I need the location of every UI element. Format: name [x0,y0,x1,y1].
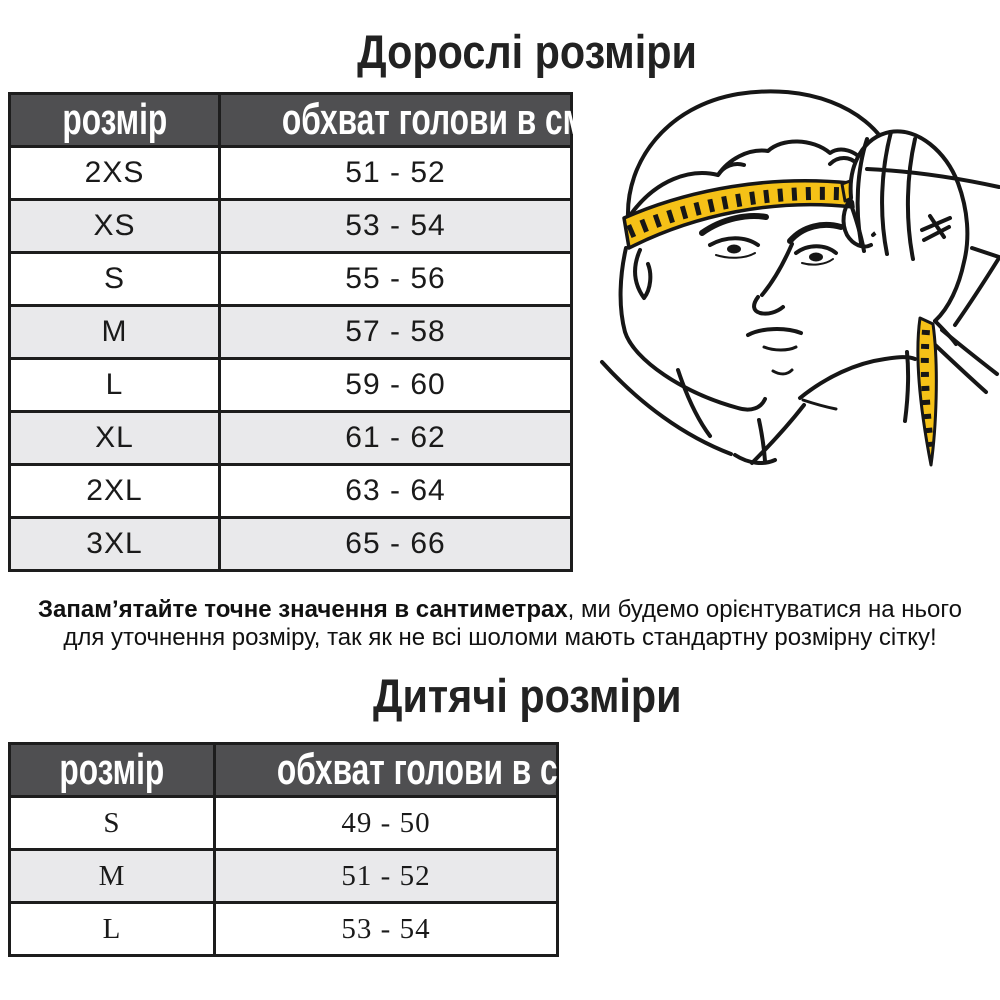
circumference-cell: 63 - 64 [218,463,573,519]
kids-sizes-title-text: Дитячі розміри [372,669,682,722]
cuff-line-1 [940,328,999,376]
size-cell: 2XS [8,145,221,201]
circumference-cell: 61 - 62 [218,410,573,466]
size-cell: S [8,251,221,307]
kids-sizes-title: Дитячі розміри [27,668,1000,723]
nose-tip [752,295,785,316]
right-eye [794,244,838,255]
left-shoulder [600,360,733,456]
sleeve-left-edge [903,350,911,423]
circumference-cell: 55 - 56 [218,251,573,307]
cuff-line-2 [930,340,988,394]
circumference-cell: 53 - 54 [218,198,573,254]
head-measurement-illustration [600,89,1000,467]
adult-table-header-row: розмір обхват голови в см. [8,92,595,148]
left-pupil [727,244,741,254]
adult-size-row: S 55 - 56 [8,251,573,307]
note-bold-text: Запам’ятайте точне значення в сантиметра… [38,596,568,623]
adult-circumference-column-header: обхват голови в см. [218,92,595,148]
right-eyebrow [787,221,844,244]
kids-size-column-header: розмір [8,742,216,798]
chin-crease [771,368,794,376]
ear [633,248,653,300]
nose-bridge [760,242,794,297]
size-cell: XS [8,198,221,254]
fabric-fold-mark [920,214,952,242]
kids-table-header-row: розмір обхват голови в см. [8,742,590,798]
left-eye-lower [715,252,756,259]
kids-size-row: S 49 - 50 [8,795,559,851]
forearm-top [865,167,1000,189]
adult-size-row: L 59 - 60 [8,357,573,413]
right-pupil [809,252,823,262]
thumb [841,196,873,249]
right-eye-lower [801,258,834,266]
size-cell: 2XL [8,463,221,519]
size-cell: XL [8,410,221,466]
note-regular-text: , ми будемо орієнтуватися на нього [567,596,962,623]
sleeve-edge [953,256,1000,327]
kids-circumference-column-header: обхват голови в см. [213,742,590,798]
forearm-bottom [970,246,1000,259]
size-cell: 3XL [8,516,221,572]
size-cell: L [8,901,216,957]
mouth [746,327,803,337]
circumference-cell: 57 - 58 [218,304,573,360]
adult-size-row: 3XL 65 - 66 [8,516,573,572]
chest-line [750,403,806,465]
face-outline [618,246,767,412]
lower-lip [762,345,798,352]
tape-tail-marks [920,329,935,455]
adult-size-row: XS 53 - 54 [8,198,573,254]
adult-table-body: 2XS 51 - 52 XS 53 - 54 S 55 - 56 M 57 - … [8,145,573,572]
kids-size-row: L 53 - 54 [8,901,559,957]
adult-sizes-title: Дорослі розміри [27,24,1000,79]
circumference-cell: 53 - 54 [213,901,559,957]
neck-front [757,418,767,463]
size-cell: L [8,357,221,413]
finger-3 [905,137,917,261]
adult-size-row: XL 61 - 62 [8,410,573,466]
note-line2-text: для уточнення розміру, так як не всі шол… [63,624,937,651]
finger-1 [855,137,869,245]
circumference-cell: 51 - 52 [218,145,573,201]
circumference-cell: 65 - 66 [218,516,573,572]
adult-size-row: M 57 - 58 [8,304,573,360]
hair-curl [716,162,746,177]
adult-size-row: 2XS 51 - 52 [8,145,573,201]
circumference-cell: 49 - 50 [213,795,559,851]
size-cell: S [8,795,216,851]
left-eye [708,236,760,247]
circumference-cell: 59 - 60 [218,357,573,413]
adult-size-column-header: розмір [8,92,221,148]
size-cell: M [8,848,216,904]
right-shoulder [798,355,917,400]
adult-size-row: 2XL 63 - 64 [8,463,573,519]
tape-scale-marks [626,186,850,238]
kids-size-row: M 51 - 52 [8,848,559,904]
finger-2 [880,130,893,256]
hair-curl-2 [828,156,859,166]
collar [733,453,777,465]
measurement-note: Запам’ятайте точне значення в сантиметра… [0,596,1000,652]
circumference-cell: 51 - 52 [213,848,559,904]
kids-table-body: S 49 - 50 M 51 - 52 L 53 - 54 [8,795,559,957]
armpit-fold [801,398,838,411]
adult-sizes-title-text: Дорослі розміри [357,25,697,78]
size-cell: M [8,304,221,360]
neck-left [676,368,712,438]
left-eyebrow [699,213,769,236]
kids-size-table: розмір обхват голови в см. S 49 - 50 M 5… [8,742,590,957]
adult-size-table: розмір обхват голови в см. 2XS 51 - 52 X… [8,92,595,572]
